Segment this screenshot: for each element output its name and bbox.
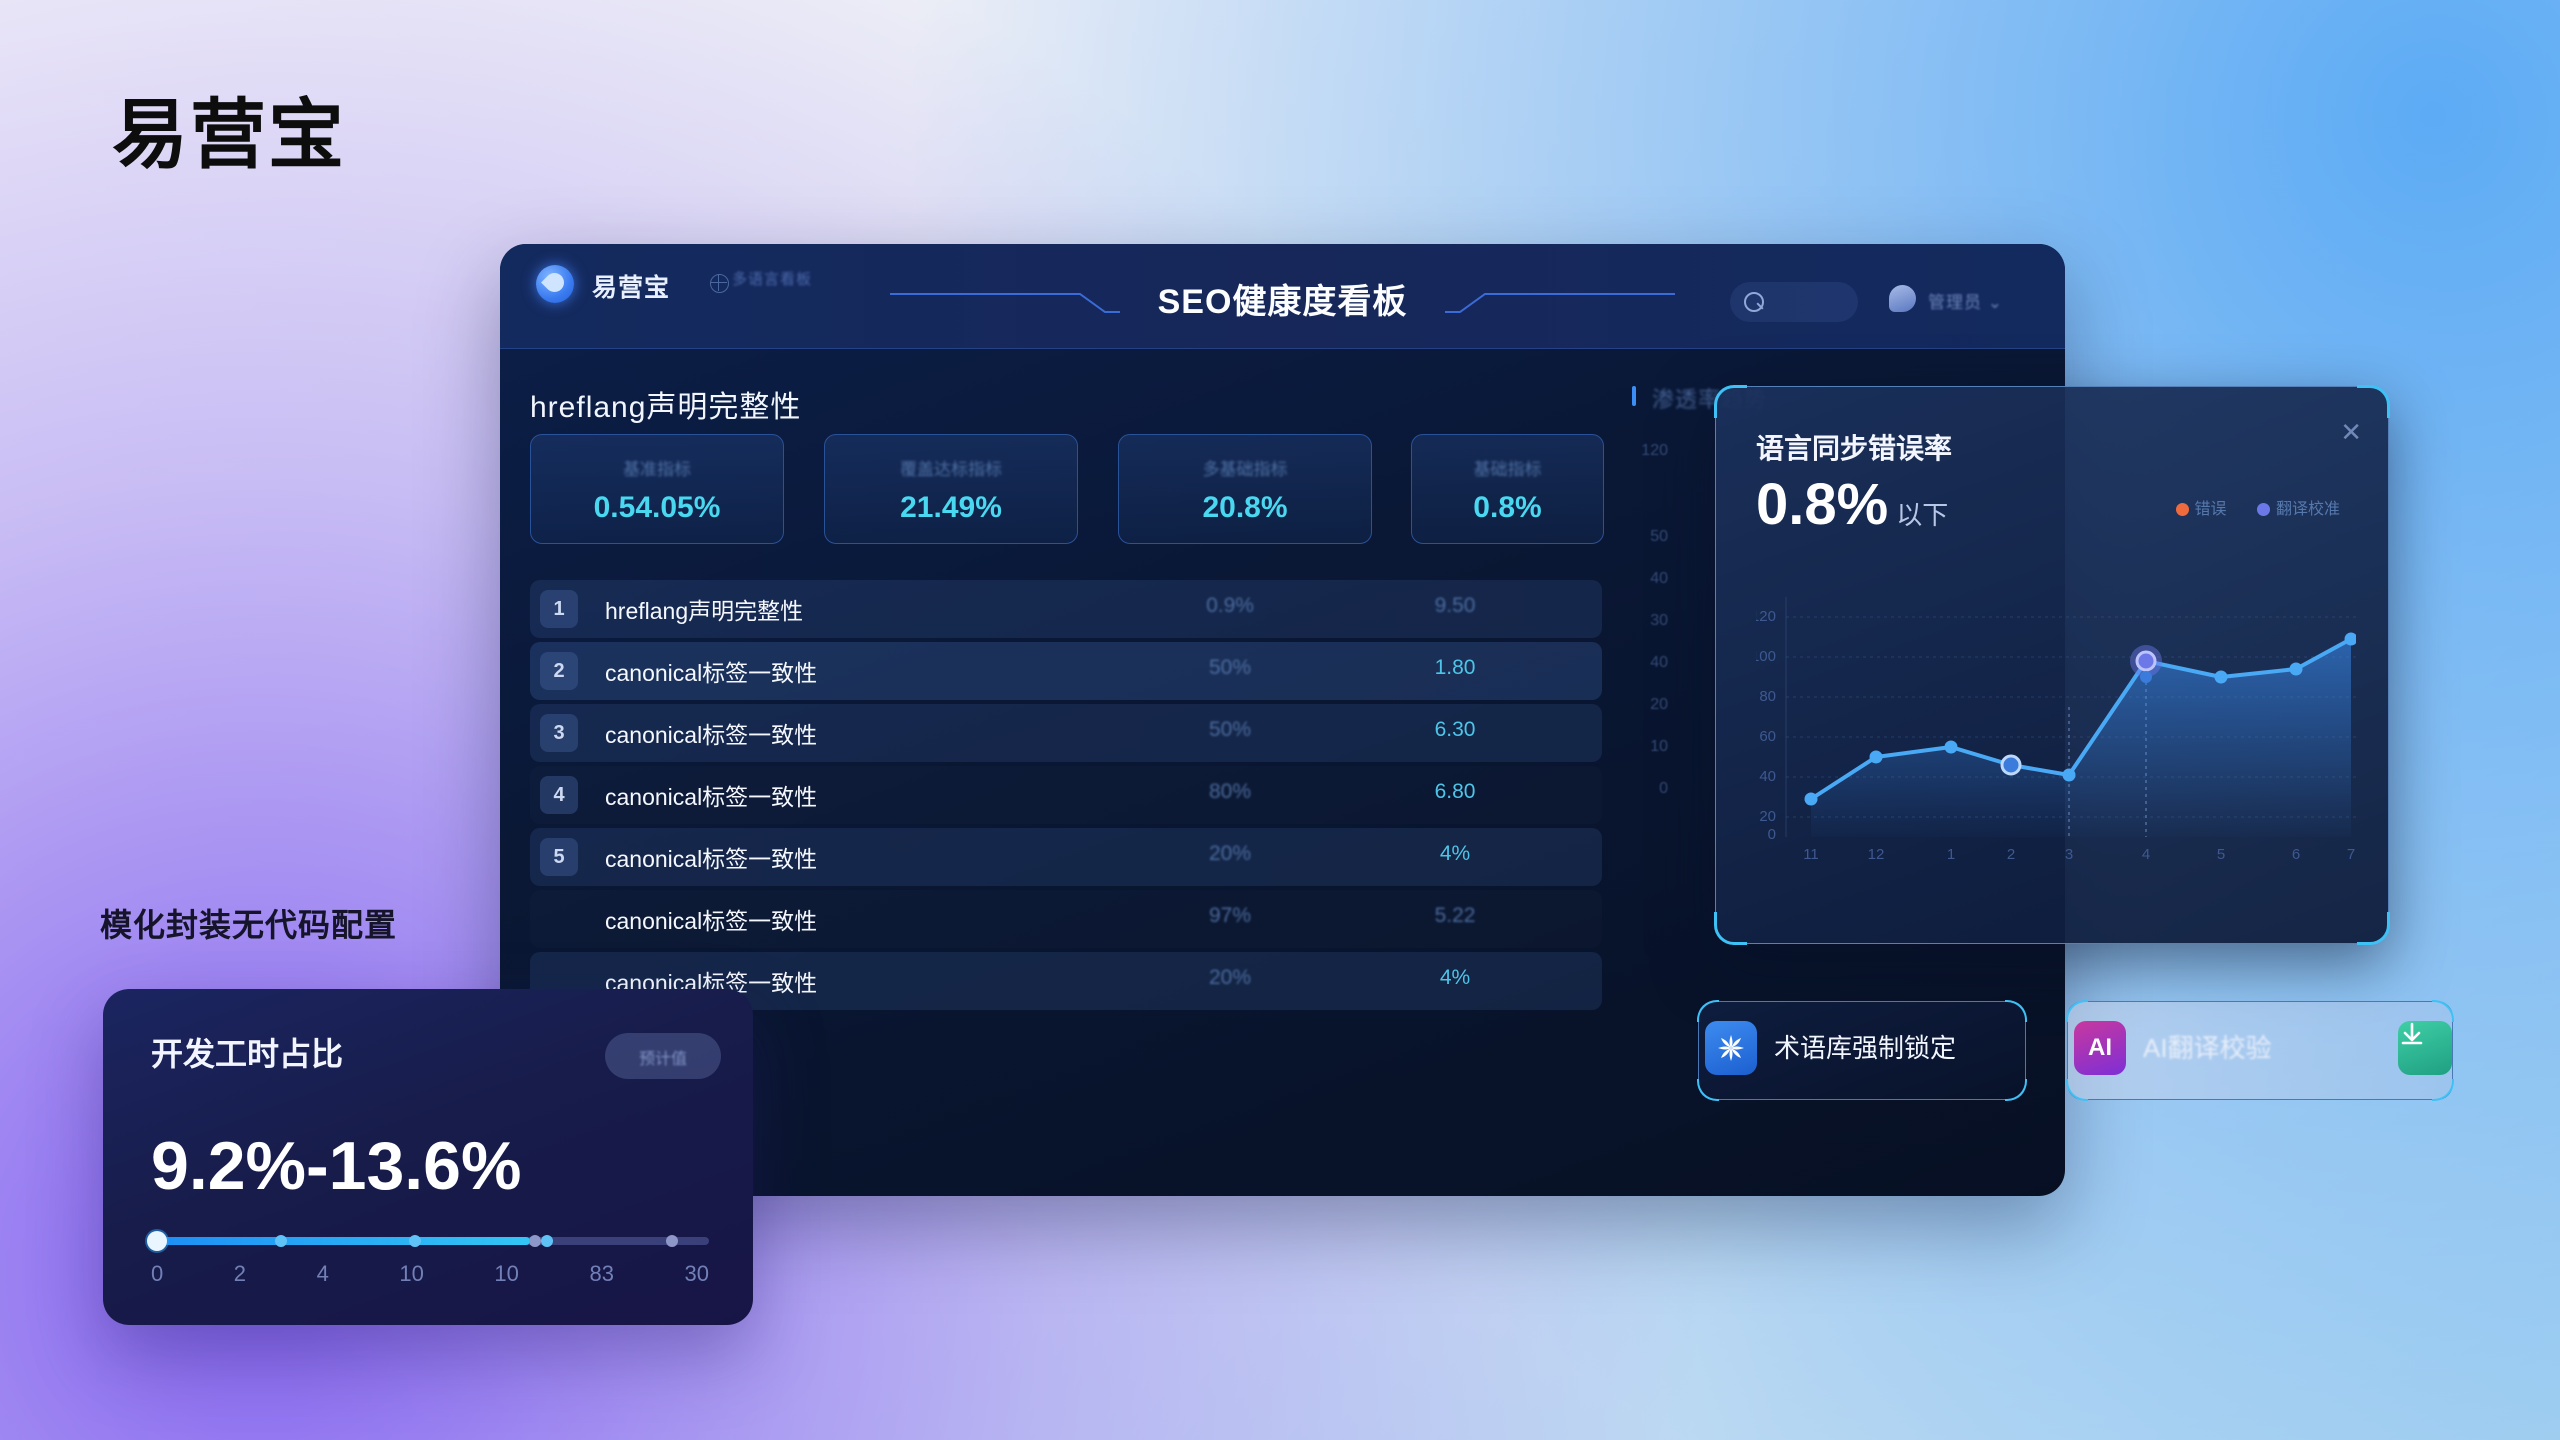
- svg-text:5: 5: [2217, 846, 2225, 863]
- svg-text:6: 6: [2292, 846, 2300, 863]
- svg-text:1: 1: [1947, 846, 1955, 863]
- svg-text:12: 12: [1868, 846, 1885, 863]
- svg-text:40: 40: [1759, 768, 1776, 785]
- svg-text:3: 3: [2065, 846, 2073, 863]
- svg-text:11: 11: [1803, 846, 1819, 863]
- svg-text:0: 0: [1768, 826, 1776, 843]
- svg-text:100: 100: [1756, 648, 1776, 665]
- svg-text:120: 120: [1756, 608, 1776, 625]
- svg-text:60: 60: [1759, 728, 1776, 745]
- svg-text:20: 20: [1759, 808, 1776, 825]
- svg-text:4: 4: [2142, 846, 2150, 863]
- svg-text:7: 7: [2347, 846, 2355, 863]
- svg-text:80: 80: [1759, 688, 1776, 705]
- svg-text:2: 2: [2007, 846, 2015, 863]
